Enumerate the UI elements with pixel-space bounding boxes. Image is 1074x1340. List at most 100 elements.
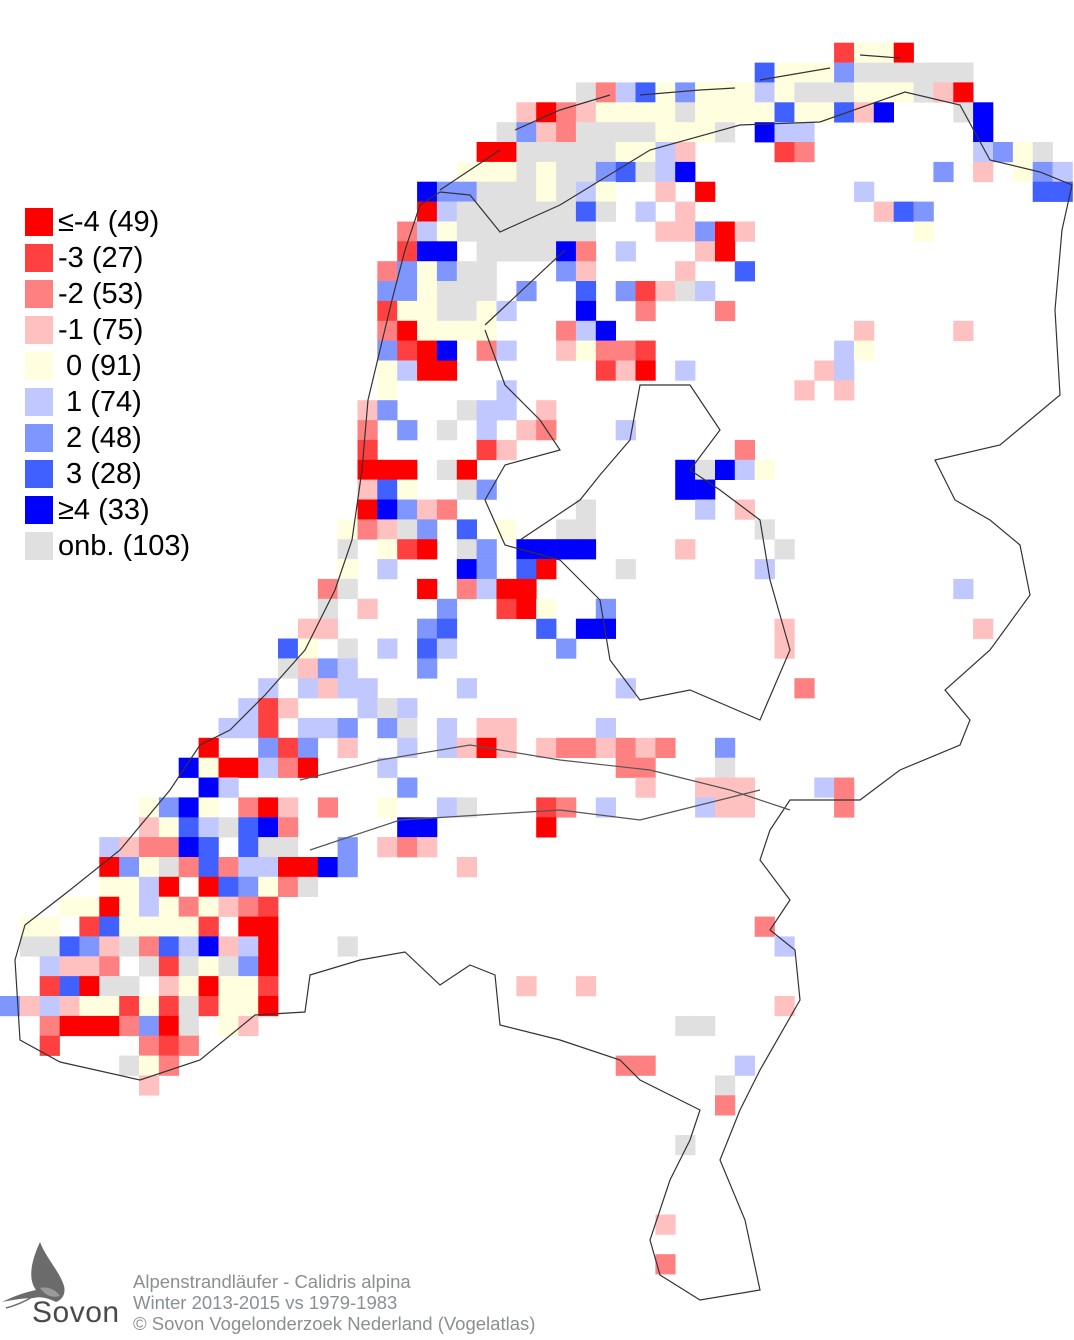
grid-cell <box>715 102 736 123</box>
grid-cell <box>397 300 418 322</box>
grid-cell <box>436 300 458 322</box>
grid-cell <box>397 340 418 361</box>
grid-cell <box>834 380 855 401</box>
grid-cell <box>238 718 259 739</box>
grid-cell <box>476 300 497 322</box>
grid-cell <box>536 618 557 639</box>
grid-cell <box>377 638 398 659</box>
grid-cell <box>556 539 577 560</box>
grid-cell <box>178 797 199 818</box>
grid-cell <box>1032 181 1053 202</box>
grid-cell <box>615 678 636 699</box>
grid-cell <box>397 281 418 302</box>
legend-item: -3 (27) <box>25 240 190 276</box>
grid-cell <box>19 916 41 937</box>
grid-cell <box>615 161 636 183</box>
grid-cell <box>556 320 577 341</box>
grid-cell <box>198 956 219 977</box>
grid-cell <box>695 797 716 818</box>
grid-cell <box>119 837 140 858</box>
grid-cell <box>476 479 497 500</box>
grid-cell <box>238 837 259 858</box>
grid-cell <box>258 976 279 997</box>
grid-cell <box>337 578 358 600</box>
grid-cell <box>814 82 835 103</box>
grid-cell <box>595 201 616 222</box>
grid-cell <box>139 1075 160 1096</box>
grid-cell <box>536 122 557 143</box>
grid-cell <box>595 718 616 739</box>
grid-cell <box>119 876 140 897</box>
grid-cell <box>635 340 656 361</box>
grid-cell <box>774 62 795 83</box>
grid-cell <box>158 837 180 858</box>
grid-cell <box>715 1075 736 1096</box>
grid-cell <box>258 956 279 977</box>
legend-item: onb. (103) <box>25 528 190 564</box>
grid-cell <box>834 62 855 83</box>
grid-cell <box>119 1015 140 1037</box>
grid-cell <box>417 499 438 520</box>
grid-cell <box>754 82 775 103</box>
grid-cell <box>139 956 160 977</box>
caption-period: Winter 2013-2015 vs 1979-1983 <box>133 1292 398 1313</box>
grid-cell <box>953 578 974 600</box>
grid-cell <box>238 757 259 778</box>
grid-cell <box>675 1015 696 1037</box>
grid-cell <box>198 857 219 878</box>
grid-cell <box>774 142 795 163</box>
grid-cell <box>854 181 875 202</box>
grid-cell <box>575 539 597 560</box>
grid-cell <box>794 122 815 143</box>
legend-swatch <box>25 208 53 236</box>
grid-cell <box>297 678 319 699</box>
grid-cell <box>635 82 656 103</box>
grid-cell <box>436 340 458 361</box>
grid-cell <box>476 718 497 739</box>
grid-cell <box>456 400 477 421</box>
grid-cell <box>834 340 855 361</box>
grid-cell <box>297 737 319 758</box>
grid-cell <box>79 1015 100 1037</box>
grid-cell <box>278 857 299 878</box>
grid-cell <box>556 122 577 143</box>
grid-cell <box>635 1055 656 1076</box>
grid-cell <box>675 102 696 123</box>
grid-cell <box>655 221 676 242</box>
grid-cell <box>615 559 636 580</box>
grid-cell <box>516 598 537 619</box>
grid-cell <box>19 996 41 1017</box>
grid-cell <box>496 737 517 758</box>
grid-cell <box>238 936 259 957</box>
grid-cell <box>456 300 477 322</box>
grid-cell <box>774 618 795 639</box>
legend-item: ≥4 (33) <box>25 492 190 528</box>
grid-cell <box>516 559 537 580</box>
grid-cell <box>99 996 120 1017</box>
grid-cell <box>258 698 279 719</box>
grid-cell <box>218 718 239 739</box>
grid-cell <box>377 837 398 858</box>
grid-cell <box>238 1015 259 1037</box>
grid-cell <box>973 142 994 163</box>
grid-cell <box>476 221 497 242</box>
grid-cell <box>575 142 597 163</box>
grid-cell <box>496 241 517 262</box>
grid-cell <box>655 737 676 758</box>
grid-cell <box>496 519 517 540</box>
grid-cell <box>317 598 338 619</box>
grid-cell <box>834 360 855 381</box>
grid-cell <box>158 876 180 897</box>
grid-cell <box>794 380 815 401</box>
grid-cell <box>417 181 438 202</box>
grid-cell <box>218 757 239 778</box>
legend-label: -2 (53) <box>58 278 144 310</box>
swallow-wing-icon <box>40 1287 60 1297</box>
grid-cell <box>556 221 577 242</box>
grid-cell <box>675 1135 696 1156</box>
grid-cell <box>397 479 418 500</box>
grid-cell <box>158 956 180 977</box>
grid-cell <box>635 122 656 143</box>
grid-cell <box>456 857 477 878</box>
wadden-islands <box>439 54 901 191</box>
